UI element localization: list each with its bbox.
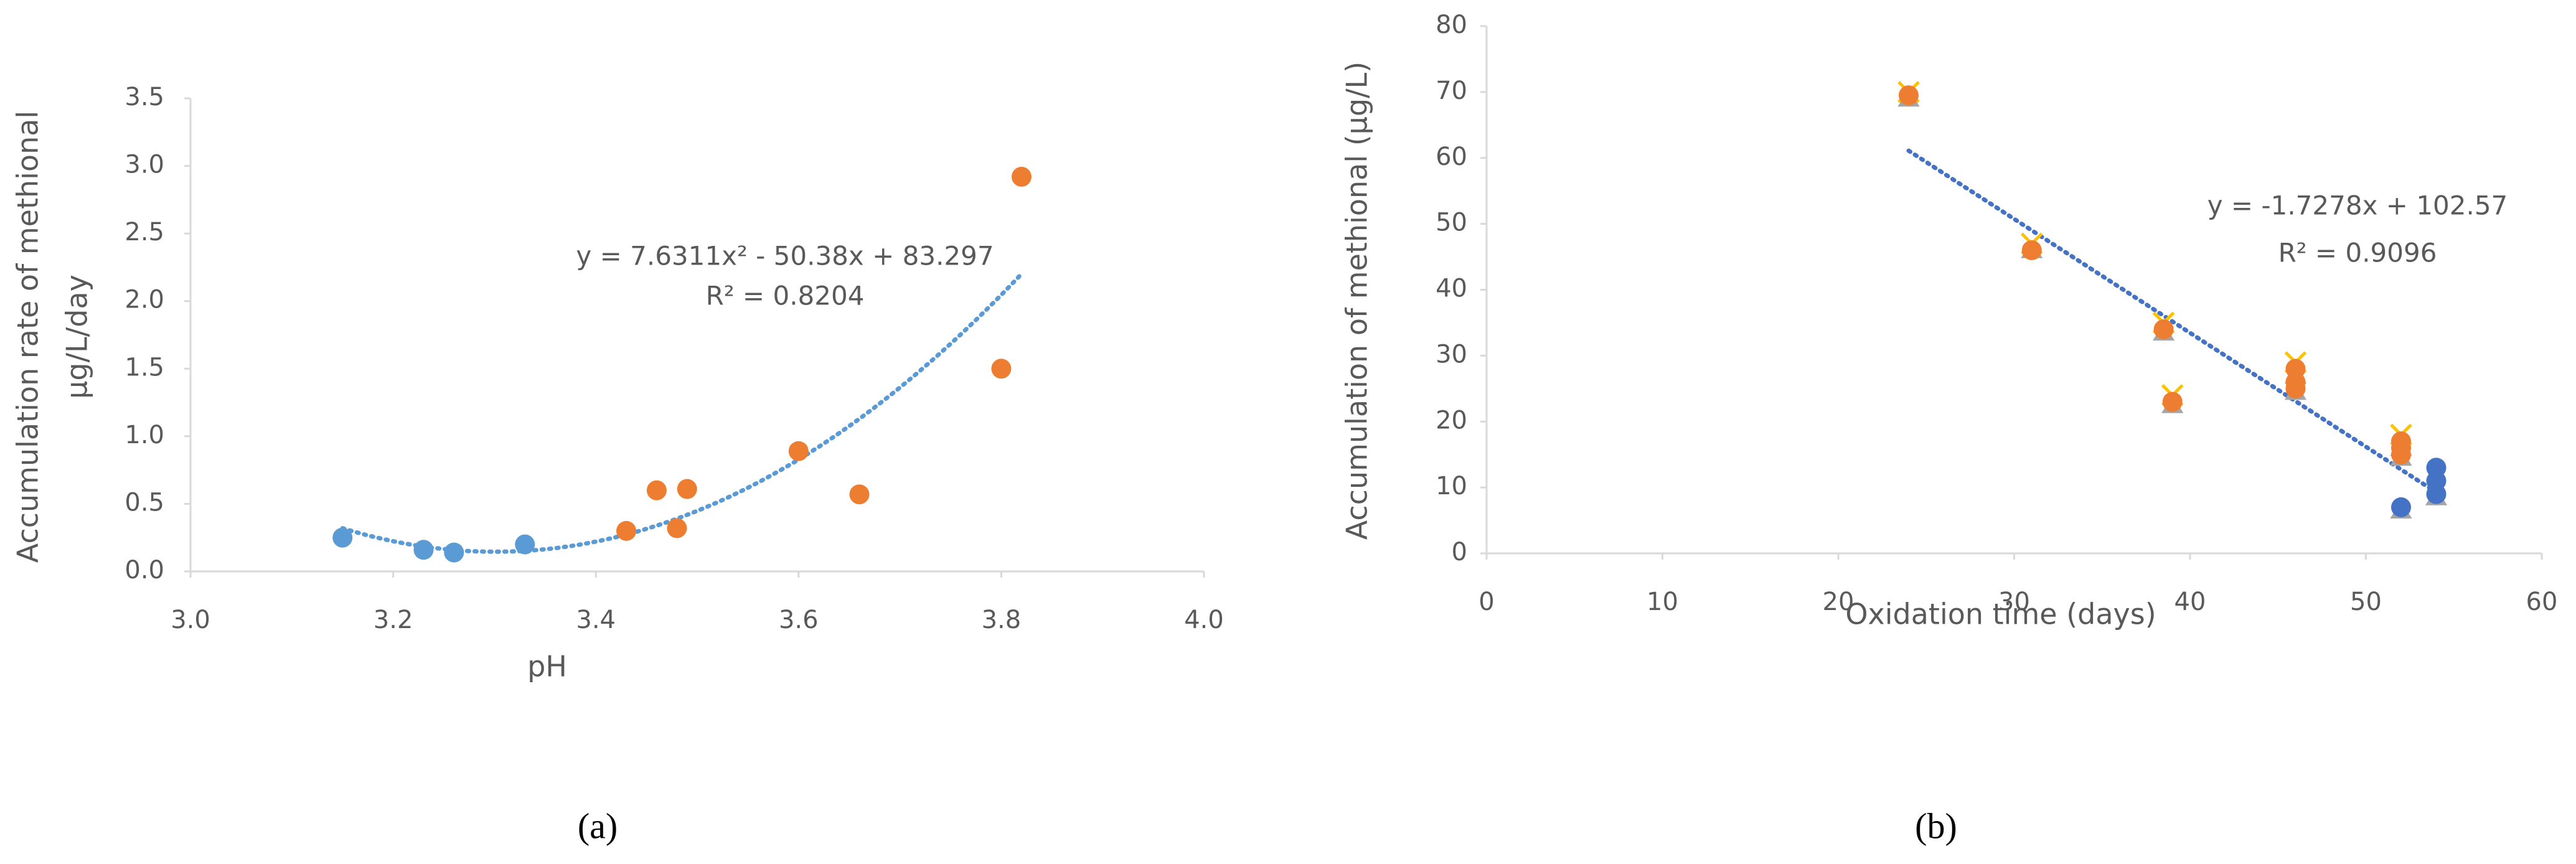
y-tick-label: 70: [1436, 77, 1467, 105]
point: [413, 540, 434, 560]
point: [2391, 444, 2411, 465]
y-tick-label: 50: [1436, 209, 1467, 237]
point: [515, 534, 535, 555]
point: [2391, 497, 2411, 517]
caption: (b): [1915, 805, 1957, 846]
point: [646, 480, 667, 500]
y-tick-label: 0.0: [125, 556, 164, 585]
x-tick-label: 0: [1478, 588, 1494, 616]
point: [2153, 319, 2174, 340]
point: [444, 542, 464, 563]
y-tick-label: 0.5: [125, 488, 164, 517]
point: [332, 527, 353, 548]
x-tick-label: 3.2: [374, 606, 413, 634]
x-tick-label: 3.0: [171, 606, 210, 634]
x-tick-label: 30: [1998, 588, 2030, 616]
x-tick-label: 50: [2350, 588, 2382, 616]
x-tick-label: 40: [2174, 588, 2206, 616]
y-tick-label: 30: [1436, 340, 1467, 369]
y-tick-label: 20: [1436, 406, 1467, 434]
point: [1011, 166, 1032, 187]
x-axis-title: pH: [527, 650, 567, 683]
caption: (a): [578, 805, 618, 846]
point: [1899, 85, 1919, 106]
point: [2285, 378, 2306, 399]
trend-r-squared: R² = 0.9096: [2278, 238, 2437, 268]
y-tick-label: 40: [1436, 275, 1467, 303]
y-axis-title: Accumulation rate of methional: [11, 111, 45, 563]
point: [788, 441, 809, 461]
point: [2162, 392, 2183, 412]
x-tick-label: 4.0: [1184, 606, 1224, 634]
x-tick-label: 20: [1823, 588, 1854, 616]
y-tick-label: 2.0: [125, 286, 164, 314]
point: [2021, 240, 2042, 260]
point: [991, 359, 1012, 379]
point: [849, 484, 870, 505]
y-tick-label: 1.5: [125, 353, 164, 382]
x-tick-label: 3.8: [982, 606, 1022, 634]
point: [2426, 484, 2447, 504]
trendline: [1906, 148, 2438, 495]
x-tick-label: 10: [1647, 588, 1678, 616]
y-tick-label: 2.5: [125, 218, 164, 247]
y-tick-label: 3.5: [125, 83, 164, 111]
x-tick-label: 3.4: [576, 606, 616, 634]
trend-r-squared: R² = 0.8204: [706, 281, 865, 311]
y-tick-label: 80: [1436, 11, 1467, 39]
y-tick-label: 3.0: [125, 151, 164, 179]
y-tick-label: 10: [1436, 472, 1467, 500]
x-tick-label: 60: [2526, 588, 2558, 616]
x-tick-label: 3.6: [779, 606, 819, 634]
y-tick-label: 60: [1436, 143, 1467, 171]
trendline: [340, 271, 1024, 554]
trend-equation: y = -1.7278x + 102.57: [2207, 190, 2508, 221]
y-axis-title: Accumulation of methional (μg/L): [1340, 62, 1374, 540]
point: [677, 479, 697, 499]
y-tick-label: 1.0: [125, 421, 164, 449]
x-axis-title: Oxidation time (days): [1845, 598, 2156, 631]
y-tick-label: 0: [1452, 538, 1467, 566]
point: [616, 520, 637, 541]
point: [667, 518, 687, 538]
trend-equation: y = 7.6311x² - 50.38x + 83.297: [576, 241, 994, 271]
y-axis-title: μg/L/day: [60, 275, 94, 399]
